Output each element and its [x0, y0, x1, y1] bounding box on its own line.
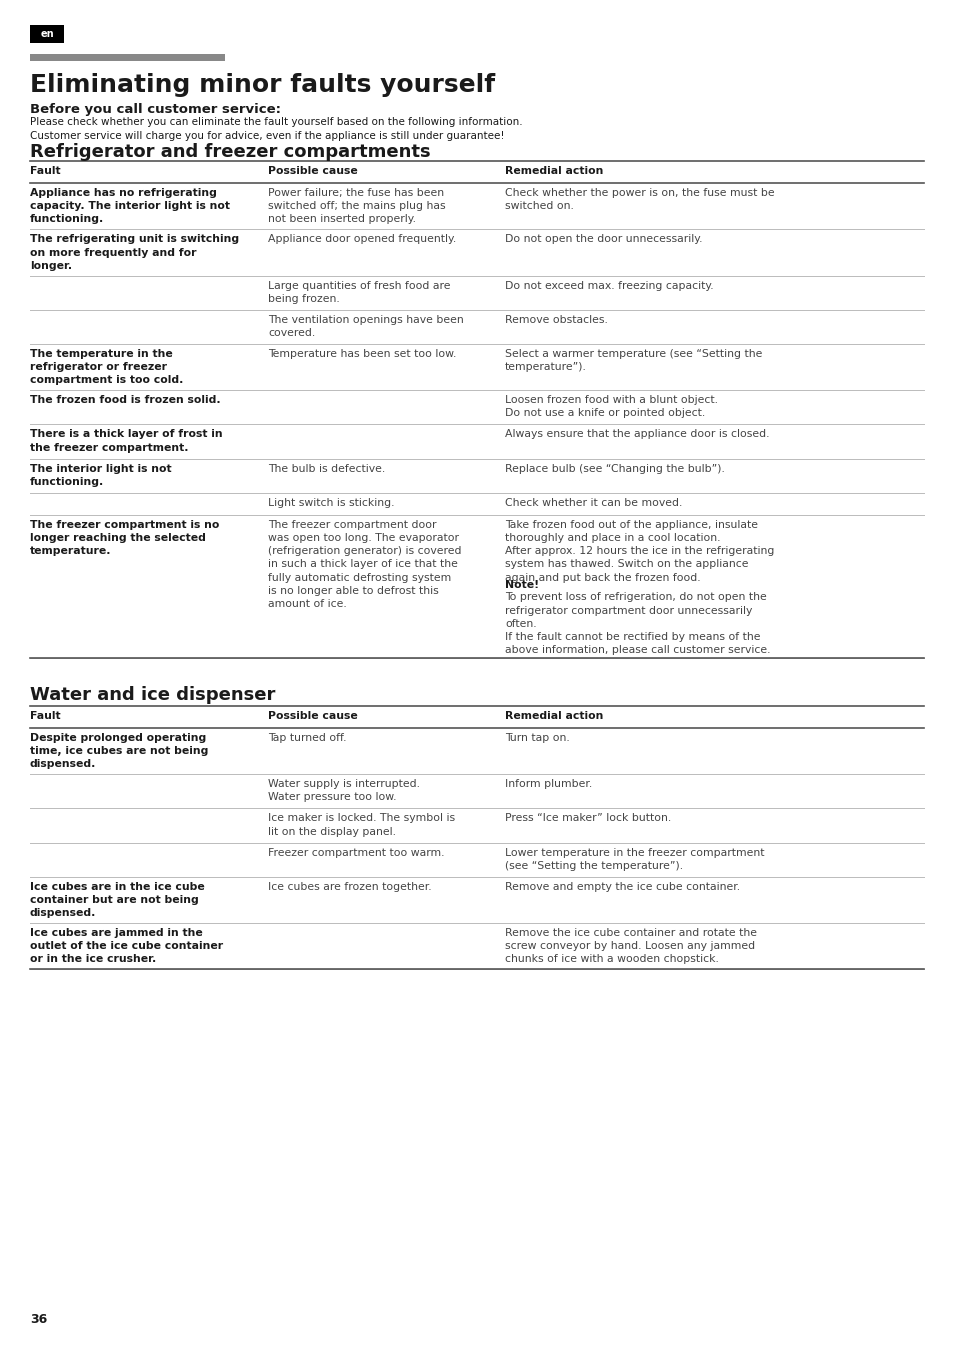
Text: Water and ice dispenser: Water and ice dispenser [30, 686, 275, 704]
Text: Fault: Fault [30, 711, 61, 721]
Text: Power failure; the fuse has been
switched off; the mains plug has
not been inser: Power failure; the fuse has been switche… [268, 188, 445, 224]
FancyBboxPatch shape [30, 26, 64, 43]
Text: Please check whether you can eliminate the fault yourself based on the following: Please check whether you can eliminate t… [30, 118, 522, 141]
Text: The temperature in the
refrigerator or freezer
compartment is too cold.: The temperature in the refrigerator or f… [30, 349, 183, 385]
Text: Remedial action: Remedial action [504, 166, 602, 176]
Text: The refrigerating unit is switching
on more frequently and for
longer.: The refrigerating unit is switching on m… [30, 234, 239, 270]
Text: Check whether it can be moved.: Check whether it can be moved. [504, 497, 681, 508]
Text: Remove and empty the ice cube container.: Remove and empty the ice cube container. [504, 882, 740, 892]
Text: Always ensure that the appliance door is closed.: Always ensure that the appliance door is… [504, 430, 769, 439]
Text: The freezer compartment door
was open too long. The evaporator
(refrigeration ge: The freezer compartment door was open to… [268, 520, 461, 609]
Text: Press “Ice maker” lock button.: Press “Ice maker” lock button. [504, 813, 671, 823]
FancyBboxPatch shape [30, 54, 225, 61]
Text: Inform plumber.: Inform plumber. [504, 780, 592, 789]
Text: Temperature has been set too low.: Temperature has been set too low. [268, 349, 456, 359]
Text: Large quantities of fresh food are
being frozen.: Large quantities of fresh food are being… [268, 281, 450, 304]
Text: Before you call customer service:: Before you call customer service: [30, 103, 281, 116]
Text: Water supply is interrupted.
Water pressure too low.: Water supply is interrupted. Water press… [268, 780, 419, 802]
Text: Ice cubes are jammed in the
outlet of the ice cube container
or in the ice crush: Ice cubes are jammed in the outlet of th… [30, 928, 223, 965]
Text: Turn tap on.: Turn tap on. [504, 734, 569, 743]
Text: The interior light is not
functioning.: The interior light is not functioning. [30, 463, 172, 486]
Text: Eliminating minor faults yourself: Eliminating minor faults yourself [30, 73, 495, 97]
Text: Fault: Fault [30, 166, 61, 176]
Text: Light switch is sticking.: Light switch is sticking. [268, 497, 395, 508]
Text: Appliance has no refrigerating
capacity. The interior light is not
functioning.: Appliance has no refrigerating capacity.… [30, 188, 230, 224]
Text: Take frozen food out of the appliance, insulate
thoroughly and place in a cool l: Take frozen food out of the appliance, i… [504, 520, 774, 582]
Text: Ice maker is locked. The symbol is
lit on the display panel.: Ice maker is locked. The symbol is lit o… [268, 813, 455, 836]
Text: Freezer compartment too warm.: Freezer compartment too warm. [268, 847, 444, 858]
Text: The freezer compartment is no
longer reaching the selected
temperature.: The freezer compartment is no longer rea… [30, 520, 219, 557]
Text: Remove the ice cube container and rotate the
screw conveyor by hand. Loosen any : Remove the ice cube container and rotate… [504, 928, 757, 965]
Text: Possible cause: Possible cause [268, 711, 357, 721]
Text: Possible cause: Possible cause [268, 166, 357, 176]
Text: Do not exceed max. freezing capacity.: Do not exceed max. freezing capacity. [504, 281, 713, 290]
Text: Check whether the power is on, the fuse must be
switched on.: Check whether the power is on, the fuse … [504, 188, 774, 211]
Text: Ice cubes are in the ice cube
container but are not being
dispensed.: Ice cubes are in the ice cube container … [30, 882, 205, 919]
Text: Tap turned off.: Tap turned off. [268, 734, 346, 743]
Text: Despite prolonged operating
time, ice cubes are not being
dispensed.: Despite prolonged operating time, ice cu… [30, 734, 208, 769]
Text: The ventilation openings have been
covered.: The ventilation openings have been cover… [268, 315, 463, 338]
Text: The bulb is defective.: The bulb is defective. [268, 463, 385, 474]
Text: Lower temperature in the freezer compartment
(see “Setting the temperature”).: Lower temperature in the freezer compart… [504, 847, 763, 871]
Text: Ice cubes are frozen together.: Ice cubes are frozen together. [268, 882, 431, 892]
Text: Remove obstacles.: Remove obstacles. [504, 315, 607, 324]
Text: 36: 36 [30, 1313, 48, 1325]
Text: Note!: Note! [504, 581, 538, 590]
Text: Remedial action: Remedial action [504, 711, 602, 721]
Text: Refrigerator and freezer compartments: Refrigerator and freezer compartments [30, 143, 430, 161]
Text: The frozen food is frozen solid.: The frozen food is frozen solid. [30, 396, 220, 405]
Text: To prevent loss of refrigeration, do not open the
refrigerator compartment door : To prevent loss of refrigeration, do not… [504, 593, 770, 655]
Text: Appliance door opened frequently.: Appliance door opened frequently. [268, 234, 456, 245]
Text: en: en [40, 28, 53, 39]
Text: Replace bulb (see “Changing the bulb”).: Replace bulb (see “Changing the bulb”). [504, 463, 724, 474]
Text: Do not open the door unnecessarily.: Do not open the door unnecessarily. [504, 234, 701, 245]
Text: There is a thick layer of frost in
the freezer compartment.: There is a thick layer of frost in the f… [30, 430, 222, 453]
Text: Select a warmer temperature (see “Setting the
temperature”).: Select a warmer temperature (see “Settin… [504, 349, 761, 372]
Text: Loosen frozen food with a blunt object.
Do not use a knife or pointed object.: Loosen frozen food with a blunt object. … [504, 396, 718, 419]
